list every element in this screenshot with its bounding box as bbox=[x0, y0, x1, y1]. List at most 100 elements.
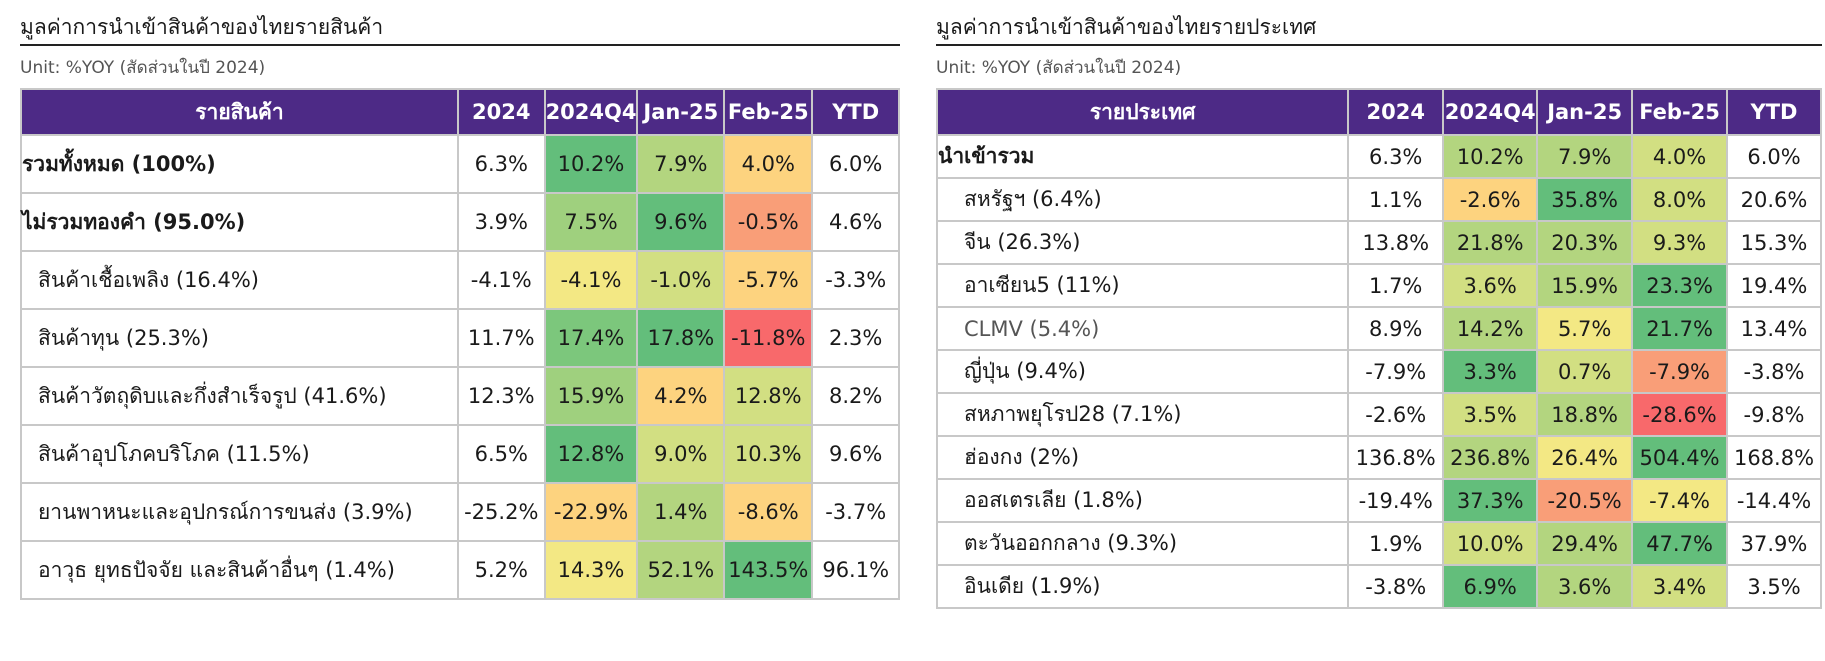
cell-2024q4: 12.8% bbox=[543, 424, 639, 484]
cell-feb25: -8.6% bbox=[723, 482, 814, 542]
row-label: จีน (26.3%) bbox=[935, 220, 1350, 265]
country-panel-unit: Unit: %YOY (สัดส่วนในปี 2024) bbox=[936, 58, 1182, 78]
cell-ytd: 9.6% bbox=[811, 424, 900, 484]
cell-2024q4: 7.5% bbox=[543, 192, 639, 252]
row-label: ออสเตรเลีย (1.8%) bbox=[935, 478, 1350, 523]
cell-jan25: 17.8% bbox=[636, 308, 726, 368]
table-row: สหภาพยุโรป28 (7.1%) -2.6% 3.5% 18.8% -28… bbox=[935, 392, 1822, 437]
cell-feb25: 3.4% bbox=[1631, 564, 1729, 609]
cell-ytd: 20.6% bbox=[1726, 177, 1822, 222]
row-label: ฮ่องกง (2%) bbox=[935, 435, 1350, 480]
row-label: สินค้าอุปโภคบริโภค (11.5%) bbox=[20, 424, 459, 484]
cell-ytd: 4.6% bbox=[811, 192, 900, 252]
header-feb25: Feb-25 bbox=[1631, 88, 1729, 136]
cell-2024q4: 10.0% bbox=[1442, 521, 1539, 566]
table-row: ยานพาหนะและอุปกรณ์การขนส่ง (3.9%) -25.2%… bbox=[20, 482, 900, 542]
cell-feb25: 143.5% bbox=[723, 540, 814, 600]
cell-jan25: 0.7% bbox=[1536, 349, 1634, 394]
cell-2024: 1.1% bbox=[1347, 177, 1445, 222]
country-import-panel: มูลค่าการนำเข้าสินค้าของไทยรายประเทศ Uni… bbox=[935, 8, 1822, 609]
row-label: สินค้าทุน (25.3%) bbox=[20, 308, 459, 368]
table-row: CLMV (5.4%) 8.9% 14.2% 5.7% 21.7% 13.4% bbox=[935, 306, 1822, 351]
cell-2024: 1.9% bbox=[1347, 521, 1445, 566]
cell-ytd: -9.8% bbox=[1726, 392, 1822, 437]
cell-feb25: 21.7% bbox=[1631, 306, 1729, 351]
table-header-row: รายสินค้า 2024 2024Q4 Jan-25 Feb-25 YTD bbox=[20, 88, 900, 136]
cell-jan25: -1.0% bbox=[636, 250, 726, 310]
cell-jan25: 35.8% bbox=[1536, 177, 1634, 222]
cell-2024q4: 21.8% bbox=[1442, 220, 1539, 265]
row-label: สินค้าวัตถุดิบและกึ่งสำเร็จรูป (41.6%) bbox=[20, 366, 459, 426]
cell-feb25: 10.3% bbox=[723, 424, 814, 484]
cell-2024q4: 10.2% bbox=[1442, 134, 1539, 179]
cell-jan25: 4.2% bbox=[636, 366, 726, 426]
cell-ytd: 6.0% bbox=[1726, 134, 1822, 179]
cell-feb25: 504.4% bbox=[1631, 435, 1729, 480]
cell-jan25: 20.3% bbox=[1536, 220, 1634, 265]
row-label: สหรัฐฯ (6.4%) bbox=[935, 177, 1350, 222]
cell-ytd: 19.4% bbox=[1726, 263, 1822, 308]
header-2024: 2024 bbox=[456, 88, 546, 136]
country-panel-title: มูลค่าการนำเข้าสินค้าของไทยรายประเทศ bbox=[936, 8, 1822, 46]
cell-2024: 6.3% bbox=[1347, 134, 1445, 179]
cell-ytd: -14.4% bbox=[1726, 478, 1822, 523]
cell-2024: 8.9% bbox=[1347, 306, 1445, 351]
cell-2024q4: 37.3% bbox=[1442, 478, 1539, 523]
row-label: อินเดีย (1.9%) bbox=[935, 564, 1350, 609]
table-row: สินค้าวัตถุดิบและกึ่งสำเร็จรูป (41.6%) 1… bbox=[20, 366, 900, 426]
cell-feb25: -0.5% bbox=[723, 192, 814, 252]
cell-ytd: 2.3% bbox=[811, 308, 900, 368]
row-label: อาวุธ ยุทธปัจจัย และสินค้าอื่นๆ (1.4%) bbox=[20, 540, 459, 600]
cell-2024: 12.3% bbox=[456, 366, 546, 426]
cell-jan25: 15.9% bbox=[1536, 263, 1634, 308]
cell-ytd: -3.7% bbox=[811, 482, 900, 542]
table-row: ญี่ปุ่น (9.4%) -7.9% 3.3% 0.7% -7.9% -3.… bbox=[935, 349, 1822, 394]
table-row: นำเข้ารวม 6.3% 10.2% 7.9% 4.0% 6.0% bbox=[935, 134, 1822, 179]
table-row: สินค้าเชื้อเพลิง (16.4%) -4.1% -4.1% -1.… bbox=[20, 250, 900, 310]
cell-feb25: 9.3% bbox=[1631, 220, 1729, 265]
row-label: สินค้าเชื้อเพลิง (16.4%) bbox=[20, 250, 459, 310]
cell-2024q4: 14.2% bbox=[1442, 306, 1539, 351]
row-label: นำเข้ารวม bbox=[935, 134, 1350, 179]
cell-2024q4: 15.9% bbox=[543, 366, 639, 426]
cell-2024: 11.7% bbox=[456, 308, 546, 368]
header-ytd: YTD bbox=[1726, 88, 1822, 136]
header-2024: 2024 bbox=[1347, 88, 1445, 136]
cell-2024: -3.8% bbox=[1347, 564, 1445, 609]
product-import-table: รายสินค้า 2024 2024Q4 Jan-25 Feb-25 YTD … bbox=[20, 88, 900, 600]
header-country: รายประเทศ bbox=[935, 88, 1350, 136]
cell-jan25: 9.0% bbox=[636, 424, 726, 484]
cell-2024: -4.1% bbox=[456, 250, 546, 310]
cell-feb25: -28.6% bbox=[1631, 392, 1729, 437]
cell-2024q4: 3.3% bbox=[1442, 349, 1539, 394]
cell-ytd: 6.0% bbox=[811, 134, 900, 194]
cell-2024: -7.9% bbox=[1347, 349, 1445, 394]
cell-ytd: -3.8% bbox=[1726, 349, 1822, 394]
cell-jan25: -20.5% bbox=[1536, 478, 1634, 523]
cell-2024: 1.7% bbox=[1347, 263, 1445, 308]
header-2024q4: 2024Q4 bbox=[543, 88, 639, 136]
cell-2024q4: 236.8% bbox=[1442, 435, 1539, 480]
cell-ytd: 13.4% bbox=[1726, 306, 1822, 351]
row-label: ญี่ปุ่น (9.4%) bbox=[935, 349, 1350, 394]
cell-ytd: 96.1% bbox=[811, 540, 900, 600]
table-row: สินค้าอุปโภคบริโภค (11.5%) 6.5% 12.8% 9.… bbox=[20, 424, 900, 484]
table-row: ฮ่องกง (2%) 136.8% 236.8% 26.4% 504.4% 1… bbox=[935, 435, 1822, 480]
cell-feb25: 12.8% bbox=[723, 366, 814, 426]
cell-feb25: 23.3% bbox=[1631, 263, 1729, 308]
cell-jan25: 9.6% bbox=[636, 192, 726, 252]
cell-ytd: 168.8% bbox=[1726, 435, 1822, 480]
cell-2024q4: 17.4% bbox=[543, 308, 639, 368]
product-panel-title: มูลค่าการนำเข้าสินค้าของไทยรายสินค้า bbox=[20, 8, 900, 46]
cell-ytd: 8.2% bbox=[811, 366, 900, 426]
product-import-panel: มูลค่าการนำเข้าสินค้าของไทยรายสินค้า Uni… bbox=[20, 8, 900, 600]
product-panel-unit: Unit: %YOY (สัดส่วนในปี 2024) bbox=[20, 58, 266, 78]
cell-feb25: 47.7% bbox=[1631, 521, 1729, 566]
table-row: ไม่รวมทองคำ (95.0%) 3.9% 7.5% 9.6% -0.5%… bbox=[20, 192, 900, 252]
cell-2024: -2.6% bbox=[1347, 392, 1445, 437]
cell-2024: 5.2% bbox=[456, 540, 546, 600]
table-row: ออสเตรเลีย (1.8%) -19.4% 37.3% -20.5% -7… bbox=[935, 478, 1822, 523]
cell-2024q4: 3.5% bbox=[1442, 392, 1539, 437]
cell-feb25: -11.8% bbox=[723, 308, 814, 368]
country-import-table: รายประเทศ 2024 2024Q4 Jan-25 Feb-25 YTD … bbox=[935, 88, 1822, 609]
